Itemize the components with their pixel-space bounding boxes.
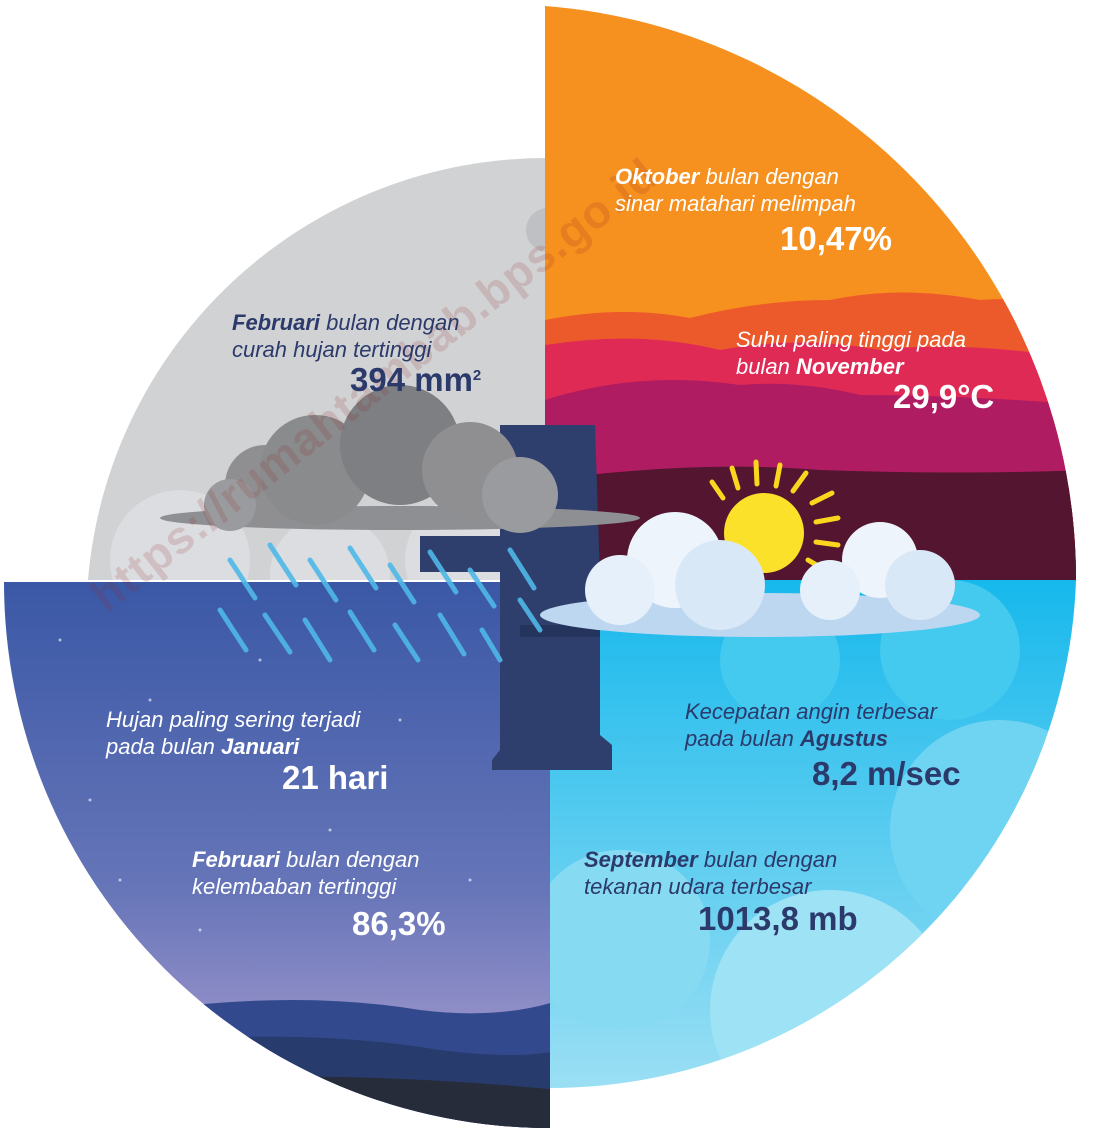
pressure-label: September bulan dengan tekanan udara ter… xyxy=(584,846,904,900)
pressure-line2: tekanan udara terbesar xyxy=(584,874,812,899)
temperature-line2: bulan xyxy=(736,354,796,379)
rain-days-label: Hujan paling sering terjadi pada bulan J… xyxy=(106,706,426,760)
temperature-line1: Suhu paling tinggi pada xyxy=(736,327,966,352)
pressure-value: 1013,8 mb xyxy=(698,900,858,937)
temperature-month: November xyxy=(795,354,904,379)
temperature-label: Suhu paling tinggi pada bulan November xyxy=(736,326,1036,380)
sunshine-line1: bulan dengan xyxy=(699,164,839,189)
white-cloud-icon xyxy=(540,512,980,637)
humidity-line2: kelembaban tertinggi xyxy=(192,874,397,899)
rainfall-value: 394 mm2 xyxy=(350,361,482,398)
wind-line2: pada bulan xyxy=(685,726,800,751)
rainfall-month: Februari xyxy=(232,310,321,335)
humidity-month: Februari xyxy=(192,847,281,872)
rain-days-value: 21 hari xyxy=(282,759,389,796)
wind-line1: Kecepatan angin terbesar xyxy=(685,699,937,724)
sunshine-label: Oktober bulan dengan sinar matahari meli… xyxy=(615,163,915,217)
temperature-value: 29,9°C xyxy=(893,378,995,415)
rain-days-line1: Hujan paling sering terjadi xyxy=(106,707,361,732)
rainfall-label: Februari bulan dengan curah hujan tertin… xyxy=(232,309,512,363)
rain-days-line2: pada bulan xyxy=(106,734,221,759)
rainfall-line1: bulan dengan xyxy=(320,310,460,335)
rain-cloud-icon xyxy=(160,385,640,533)
rain-drops xyxy=(217,542,543,663)
humidity-line1: bulan dengan xyxy=(280,847,420,872)
wind-label: Kecepatan angin terbesar pada bulan Agus… xyxy=(685,698,1005,752)
pressure-month: September xyxy=(584,847,698,872)
sunshine-line2: sinar matahari melimpah xyxy=(615,191,856,216)
rainfall-unit-sup: 2 xyxy=(472,367,482,384)
sunshine-quadrant xyxy=(545,6,1077,580)
pressure-line1: bulan dengan xyxy=(697,847,838,872)
humidity-label: Februari bulan dengan kelembaban terting… xyxy=(192,846,492,900)
sunshine-value: 10,47% xyxy=(780,220,892,257)
sunshine-month: Oktober xyxy=(615,164,700,189)
wind-value: 8,2 m/sec xyxy=(812,755,961,792)
rainfall-line2: curah hujan tertinggi xyxy=(232,337,432,362)
humidity-value: 86,3% xyxy=(352,905,446,942)
rain-days-month: Januari xyxy=(221,734,300,759)
wind-month: Agustus xyxy=(800,726,888,751)
